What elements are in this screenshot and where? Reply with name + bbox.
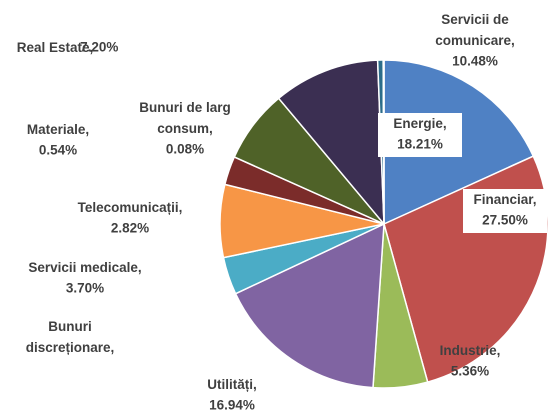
label-box <box>378 113 462 157</box>
category-line: Telecomunicații, <box>78 200 183 215</box>
category-line: Financiar, <box>473 192 536 207</box>
category-line: Servicii medicale, <box>28 260 141 275</box>
pie-slice <box>277 59 385 227</box>
category-label: Telecomunicații, <box>78 200 183 215</box>
category-line: consum, <box>157 121 213 136</box>
category-label: Bunuri de larg consum, <box>139 100 231 136</box>
value-label: 3.70% <box>66 281 104 296</box>
pie-slice <box>234 222 385 389</box>
category-line: Industrie, <box>440 343 501 358</box>
value-label: 10.48% <box>452 54 498 69</box>
value-label: 27.50% <box>482 213 528 228</box>
category-label: Energie, <box>393 116 446 131</box>
category-line: Real Estate, <box>17 40 94 55</box>
category-label: Industrie, <box>440 343 501 358</box>
category-line: discreționare, <box>26 340 115 355</box>
category-line: Utilități, <box>207 377 257 392</box>
value-label: 2.82% <box>111 221 149 236</box>
value-label: 7.20% <box>80 40 118 55</box>
category-line: Materiale, <box>27 122 89 137</box>
pie <box>219 59 549 389</box>
category-label: Financiar, <box>473 192 536 207</box>
value-label: 0.08% <box>166 142 204 157</box>
category-label: Bunuri discreționare, <box>26 319 115 355</box>
category-label: Materiale, <box>27 122 89 137</box>
value-label: 18.21% <box>397 137 443 152</box>
label-box <box>463 189 547 233</box>
value-label: 0.54% <box>39 143 77 158</box>
category-line: Energie, <box>393 116 446 131</box>
category-line: comunicare, <box>435 33 515 48</box>
category-label: Utilități, <box>207 377 257 392</box>
category-line: Servicii de <box>441 12 509 27</box>
value-label: 16.94% <box>209 398 255 413</box>
category-label: Real Estate, <box>17 40 94 55</box>
category-label: Servicii medicale, <box>28 260 141 275</box>
category-line: Bunuri de larg <box>139 100 231 115</box>
category-line: Bunuri <box>48 319 92 334</box>
category-label: Servicii de comunicare, <box>435 12 515 48</box>
value-label: 5.36% <box>451 364 489 379</box>
